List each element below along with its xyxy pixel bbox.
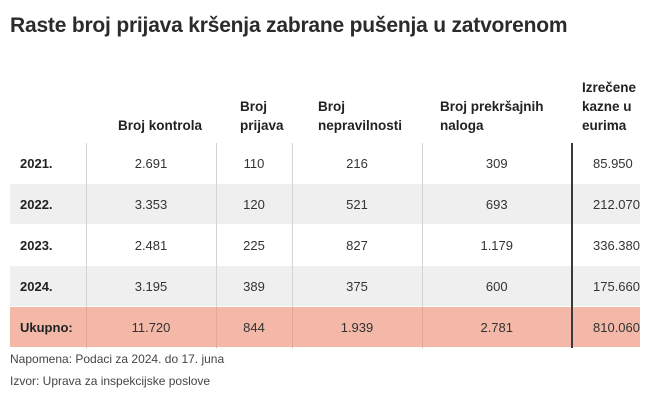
cell-nepravilnosti: 521 <box>291 183 422 225</box>
table-row: 2023. 2.481 225 827 1.179 336.380 <box>10 224 640 266</box>
table-row: 2022. 3.353 120 521 693 212.070 <box>10 183 640 225</box>
page-title: Raste broj prijava kršenja zabrane pušen… <box>10 14 568 37</box>
cell-nalozi: 693 <box>421 183 572 225</box>
cell-kontrole: 3.195 <box>85 265 216 307</box>
cell-nepravilnosti: 216 <box>291 143 422 184</box>
header-broj-nepravilnosti: Broj nepravilnosti <box>318 99 403 133</box>
total-nepravilnosti: 1.939 <box>291 306 422 348</box>
header-row: Broj kontrola Broj prijava Broj nepravil… <box>10 68 640 143</box>
cell-prijave: 389 <box>215 265 292 307</box>
cell-nepravilnosti: 827 <box>291 224 422 266</box>
cell-kazne: 175.660 <box>571 265 640 307</box>
cell-nalozi: 1.179 <box>421 224 572 266</box>
total-kazne: 810.060 <box>571 306 640 348</box>
header-izrecene-kazne: Izrečene kazne u eurima <box>582 80 637 133</box>
header-year <box>10 68 86 143</box>
table-row: 2024. 3.195 389 375 600 175.660 <box>10 265 640 307</box>
row-year: 2024. <box>10 265 86 307</box>
data-table: Broj kontrola Broj prijava Broj nepravil… <box>10 68 640 348</box>
cell-kontrole: 3.353 <box>85 183 216 225</box>
cell-nepravilnosti: 375 <box>291 265 422 307</box>
header-broj-prijava: Broj prijava <box>240 99 284 133</box>
cell-kazne: 85.950 <box>571 143 640 184</box>
cell-kazne: 336.380 <box>571 224 640 266</box>
header-broj-kontrola: Broj kontrola <box>118 118 203 133</box>
total-kontrole: 11.720 <box>85 306 216 348</box>
cell-prijave: 120 <box>215 183 292 225</box>
cell-kontrole: 2.691 <box>85 143 216 184</box>
cell-prijave: 110 <box>215 143 292 184</box>
cell-prijave: 225 <box>215 224 292 266</box>
row-year: 2022. <box>10 183 86 225</box>
table-row: 2021. 2.691 110 216 309 85.950 <box>10 143 640 184</box>
total-label: Ukupno: <box>10 306 86 348</box>
header-broj-prekrsajnih-naloga: Broj prekršajnih naloga <box>440 99 544 133</box>
row-year: 2023. <box>10 224 86 266</box>
total-prijave: 844 <box>215 306 292 348</box>
cell-nalozi: 600 <box>421 265 572 307</box>
row-year: 2021. <box>10 143 86 184</box>
note-izvor: Izvor: Uprava za inspekcijske poslove <box>10 374 211 388</box>
total-nalozi: 2.781 <box>421 306 572 348</box>
total-row: Ukupno: 11.720 844 1.939 2.781 810.060 <box>10 306 640 348</box>
cell-kontrole: 2.481 <box>85 224 216 266</box>
note-napomena: Napomena: Podaci za 2024. do 17. juna <box>10 352 225 366</box>
cell-kazne: 212.070 <box>571 183 640 225</box>
cell-nalozi: 309 <box>421 143 572 184</box>
